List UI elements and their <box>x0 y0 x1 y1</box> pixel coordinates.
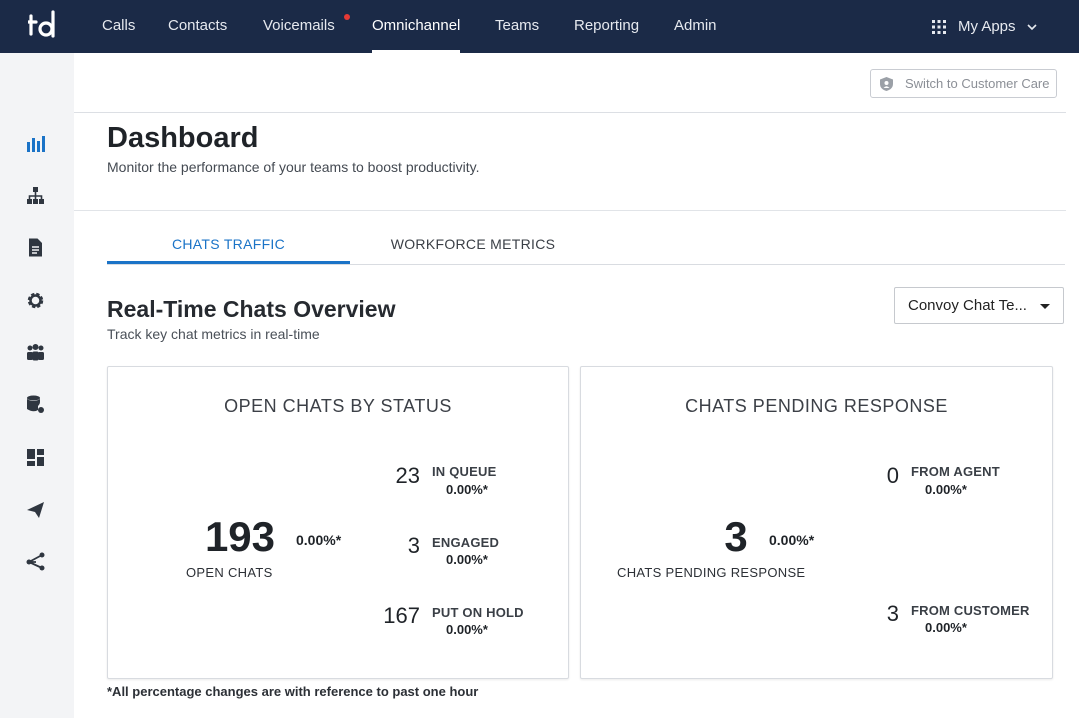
team-select-value: Convoy Chat Te... <box>908 297 1027 314</box>
top-navigation-bar: Calls Contacts Voicemails Omnichannel Te… <box>0 0 1079 53</box>
pending-total-label: CHATS PENDING RESPONSE <box>617 565 806 580</box>
from-customer-label: FROM CUSTOMER <box>911 603 1030 618</box>
from-agent-change: 0.00%* <box>925 482 967 497</box>
header-divider <box>74 112 1066 113</box>
td-logo[interactable] <box>26 10 62 42</box>
overview-subtitle: Track key chat metrics in real-time <box>107 326 320 342</box>
nav-teams-label: Teams <box>495 17 540 34</box>
chevron-down-icon <box>1026 23 1037 30</box>
put-on-hold-label: PUT ON HOLD <box>432 605 524 620</box>
dropdown-caret-icon <box>1040 304 1050 309</box>
nav-voicemails[interactable]: Voicemails <box>263 0 350 53</box>
from-agent-value: 0 <box>886 463 899 488</box>
group-icon[interactable] <box>25 342 46 363</box>
from-customer-change: 0.00%* <box>925 620 967 635</box>
tabs-baseline <box>107 264 1065 265</box>
section-divider <box>74 210 1066 211</box>
percentage-footnote: *All percentage changes are with referen… <box>107 684 479 699</box>
in-queue-change: 0.00%* <box>446 482 488 497</box>
nav-teams[interactable]: Teams <box>495 0 539 53</box>
nav-omnichannel-label: Omnichannel <box>372 17 461 34</box>
team-select-dropdown[interactable]: Convoy Chat Te... <box>894 287 1064 324</box>
my-apps-menu[interactable]: My Apps <box>931 0 1038 53</box>
put-on-hold-change: 0.00%* <box>446 622 488 637</box>
pending-response-card-title: CHATS PENDING RESPONSE <box>685 396 948 416</box>
nav-omnichannel[interactable]: Omnichannel <box>372 0 461 53</box>
nav-voicemails-label: Voicemails <box>263 17 335 34</box>
in-queue-label: IN QUEUE <box>432 464 497 479</box>
in-queue-value: 23 <box>395 463 420 488</box>
nav-reporting[interactable]: Reporting <box>574 0 639 53</box>
gear-icon[interactable] <box>25 290 46 311</box>
nav-calls[interactable]: Calls <box>102 0 135 53</box>
database-settings-icon[interactable] <box>25 394 46 415</box>
voicemail-notification-dot <box>344 14 350 20</box>
page-subtitle: Monitor the performance of your teams to… <box>107 159 480 175</box>
pending-total: 3 <box>724 513 748 560</box>
active-tab-indicator <box>107 261 350 264</box>
from-agent-label: FROM AGENT <box>911 464 1000 479</box>
switch-button-label: Switch to Customer Care <box>905 76 1050 91</box>
page-title: Dashboard <box>107 122 259 154</box>
bar-chart-icon[interactable] <box>25 133 46 154</box>
open-chats-card: OPEN CHATS BY STATUS 193 OPEN CHATS 0.00… <box>107 366 569 679</box>
td-logo-icon <box>26 10 55 38</box>
shield-user-icon <box>880 76 893 91</box>
tab-workforce-metrics[interactable]: WORKFORCE METRICS <box>390 236 556 252</box>
send-icon[interactable] <box>25 499 46 520</box>
engaged-value: 3 <box>407 533 420 558</box>
nav-active-indicator <box>372 50 461 53</box>
share-nodes-icon[interactable] <box>25 551 46 572</box>
overview-title: Real-Time Chats Overview <box>107 296 396 322</box>
open-chats-total-label: OPEN CHATS <box>186 565 273 580</box>
my-apps-label: My Apps <box>958 18 1016 35</box>
pending-total-change: 0.00%* <box>769 532 815 548</box>
nav-contacts[interactable]: Contacts <box>168 0 227 53</box>
apps-grid-icon <box>932 19 946 34</box>
org-chart-icon[interactable] <box>25 185 46 206</box>
open-chats-total: 193 <box>204 513 276 560</box>
pending-response-card: CHATS PENDING RESPONSE 3 CHATS PENDING R… <box>580 366 1053 679</box>
open-chats-card-title: OPEN CHATS BY STATUS <box>224 396 452 416</box>
nav-calls-label: Calls <box>102 17 136 34</box>
tab-chats-traffic[interactable]: CHATS TRAFFIC <box>171 236 286 252</box>
from-customer-value: 3 <box>886 601 899 626</box>
engaged-change: 0.00%* <box>446 552 488 567</box>
document-icon[interactable] <box>25 237 46 258</box>
nav-contacts-label: Contacts <box>168 17 228 34</box>
put-on-hold-value: 167 <box>383 603 420 628</box>
left-sidebar <box>0 53 74 718</box>
dashboard-layout-icon[interactable] <box>25 447 46 468</box>
nav-admin[interactable]: Admin <box>674 0 717 53</box>
nav-reporting-label: Reporting <box>574 17 640 34</box>
open-chats-total-change: 0.00%* <box>296 532 342 548</box>
engaged-label: ENGAGED <box>432 535 500 550</box>
switch-to-customer-care-button[interactable]: Switch to Customer Care <box>870 69 1057 98</box>
nav-admin-label: Admin <box>674 17 717 34</box>
